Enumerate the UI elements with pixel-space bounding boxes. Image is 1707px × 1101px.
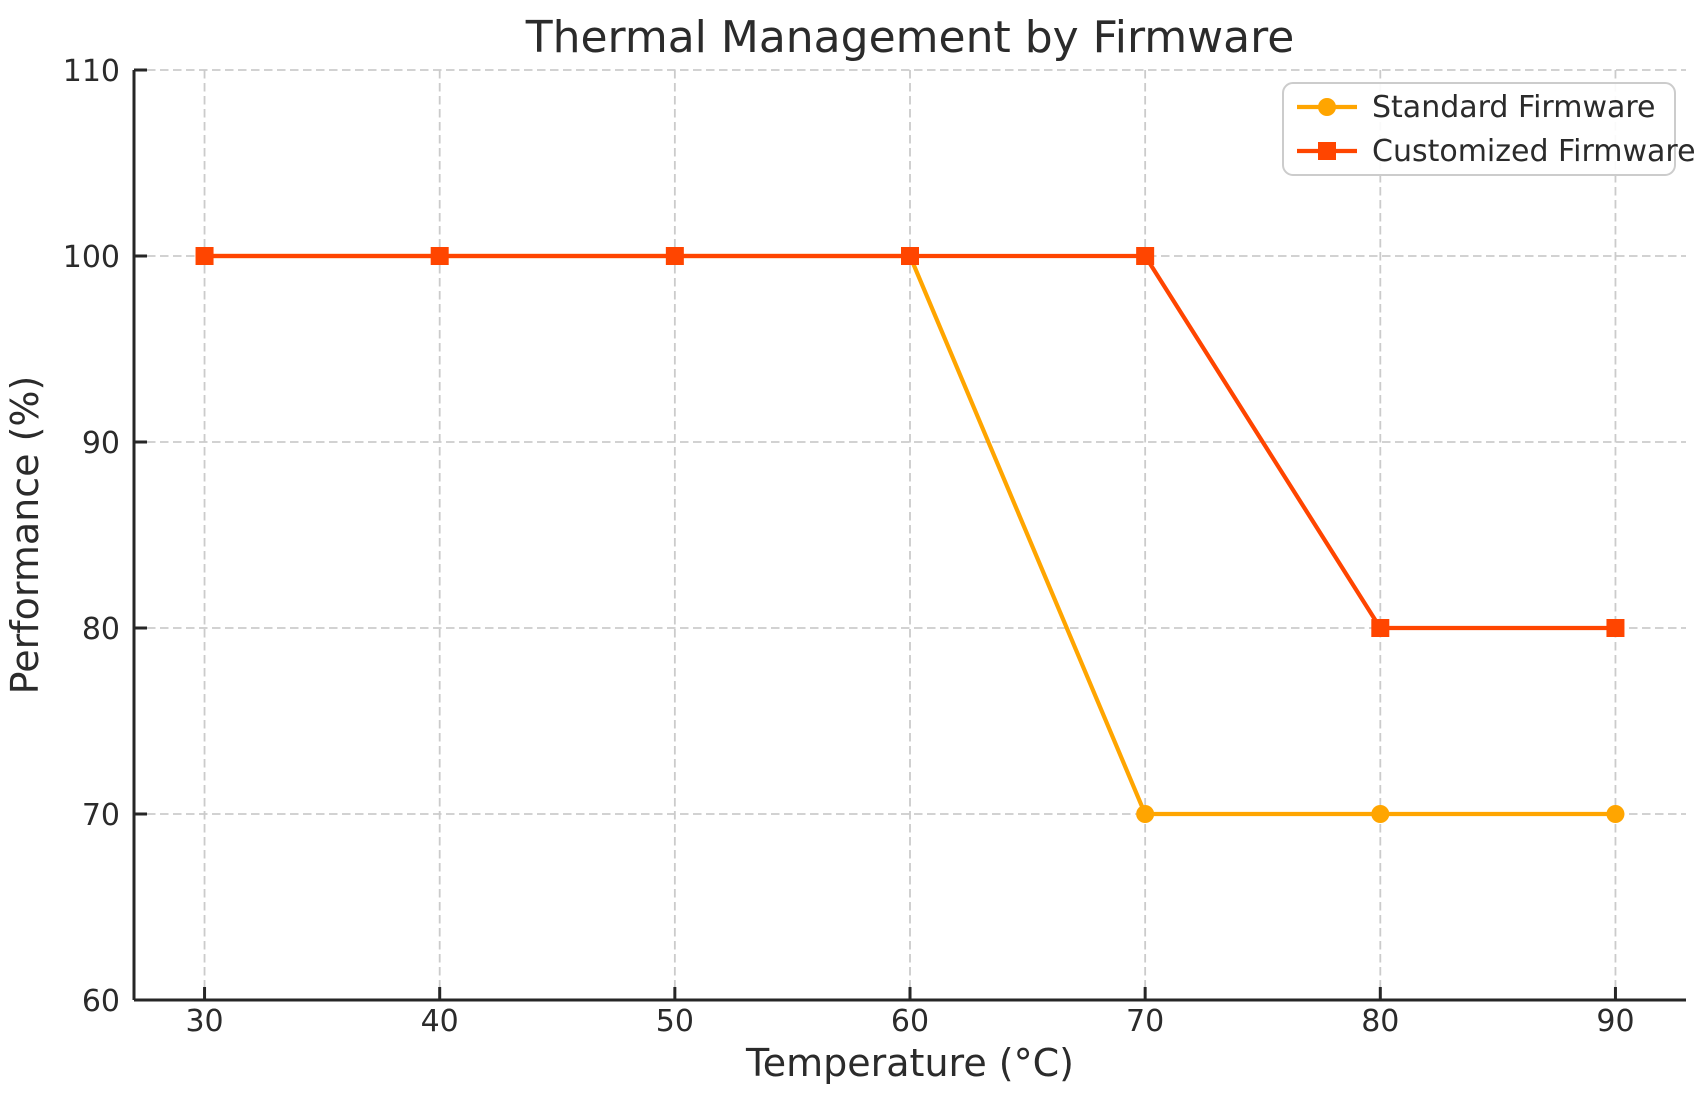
series-line-standard-firmware (204, 253, 1616, 817)
legend: Standard Firmware Customized Firmware (1282, 82, 1696, 176)
marker-circle-standard-firmware-80 (1371, 805, 1390, 823)
x-tick-label-90: 90 (1596, 1004, 1634, 1039)
x-tick-label-70: 70 (1126, 1004, 1164, 1039)
marker-circle-standard-firmware-70 (1136, 805, 1155, 823)
chart-title: Thermal Management by Firmware (525, 12, 1295, 63)
x-tick-label-60: 60 (891, 1004, 929, 1039)
marker-square-customized-firmware-50 (665, 247, 684, 265)
marker-square-customized-firmware-90 (1606, 619, 1625, 637)
x-tick-label-40: 40 (421, 1004, 459, 1039)
y-tick-label-110: 110 (63, 54, 120, 89)
y-tick-label-70: 70 (82, 798, 120, 833)
y-tick-label-100: 100 (63, 240, 120, 275)
marker-square-customized-firmware-60 (901, 247, 919, 265)
x-tick-label-80: 80 (1361, 1004, 1399, 1039)
legend-marker-circle-standard-firmware (1318, 98, 1336, 116)
marker-square-customized-firmware-70 (1136, 247, 1155, 265)
marker-square-customized-firmware-80 (1371, 619, 1390, 637)
x-tick-label-30: 30 (185, 1004, 223, 1039)
x-axis-label: Temperature (°C) (745, 1041, 1074, 1085)
y-tick-label-60: 60 (82, 984, 120, 1019)
data-series (195, 247, 1625, 823)
gridlines (134, 69, 1686, 1001)
y-tick-label-90: 90 (82, 426, 120, 461)
x-tick-label-50: 50 (656, 1004, 694, 1039)
y-axis-label: Performance (%) (3, 376, 47, 695)
y-tick-label-80: 80 (82, 612, 120, 647)
axes: 30 40 50 60 70 80 90 60 70 80 90 100 110 (63, 54, 1686, 1039)
legend-label-customized-firmware: Customized Firmware (1372, 134, 1696, 169)
marker-square-customized-firmware-30 (195, 247, 214, 265)
marker-circle-standard-firmware-90 (1606, 805, 1625, 823)
legend-box (1282, 82, 1676, 176)
legend-marker-square-customized-firmware (1318, 142, 1336, 160)
marker-square-customized-firmware-40 (430, 247, 449, 265)
legend-label-standard-firmware: Standard Firmware (1372, 90, 1656, 125)
